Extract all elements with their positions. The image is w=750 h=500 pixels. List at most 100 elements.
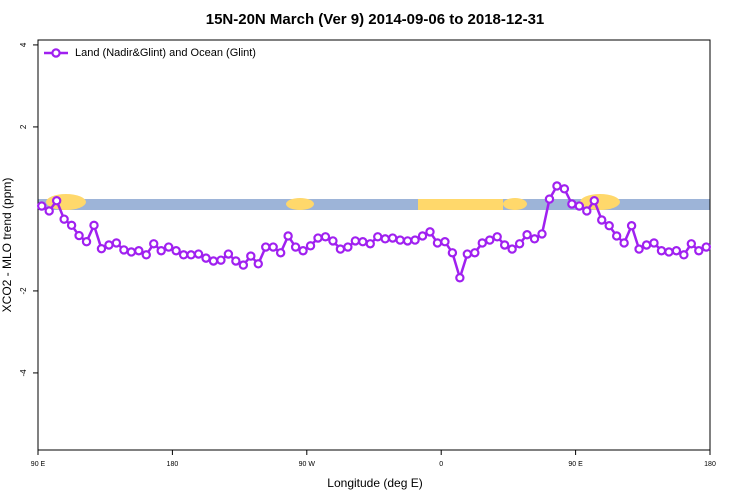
point — [141, 250, 151, 260]
point — [514, 239, 525, 249]
point — [492, 232, 502, 242]
point — [544, 194, 555, 204]
point — [671, 246, 682, 256]
point — [410, 235, 420, 245]
point — [186, 250, 196, 260]
point — [425, 227, 435, 237]
point — [231, 256, 241, 266]
ocean-band — [38, 199, 710, 210]
x-tick-label: 0 — [439, 461, 443, 468]
point — [335, 244, 346, 254]
y-tick-label: -2 — [19, 287, 28, 295]
point — [664, 247, 674, 257]
point — [261, 242, 271, 252]
land-patch — [418, 199, 503, 210]
point — [507, 244, 517, 254]
point — [104, 240, 114, 250]
map-band — [38, 194, 710, 210]
y-tick-label: 4 — [19, 42, 28, 47]
point — [74, 230, 84, 241]
point — [694, 246, 704, 256]
point — [373, 232, 383, 242]
point — [208, 256, 219, 266]
point — [402, 236, 413, 246]
point — [701, 242, 711, 252]
point — [171, 246, 181, 256]
point — [440, 237, 450, 247]
point — [283, 231, 293, 241]
point — [582, 206, 592, 216]
point — [96, 243, 107, 254]
legend-label: Land (Nadir&Glint) and Ocean (Glint) — [75, 47, 256, 59]
point — [216, 255, 226, 265]
x-tick-label: 90 E — [568, 461, 583, 468]
point — [223, 249, 234, 259]
point — [552, 181, 562, 191]
point — [350, 236, 361, 246]
point — [365, 239, 375, 249]
point — [59, 214, 69, 224]
y-axis-label: XCO2 - MLO trend (ppm) — [0, 178, 14, 313]
point — [447, 248, 458, 258]
point — [193, 249, 204, 259]
point — [253, 259, 263, 269]
point — [66, 220, 77, 231]
point — [44, 206, 54, 216]
point — [246, 251, 256, 261]
point — [313, 233, 323, 243]
point — [634, 244, 644, 254]
point — [178, 250, 189, 260]
point — [611, 231, 622, 241]
point — [574, 201, 585, 211]
point — [305, 241, 316, 251]
x-tick-label: 180 — [167, 461, 179, 468]
point — [126, 247, 137, 257]
point — [455, 273, 465, 283]
point — [485, 235, 495, 245]
point — [119, 245, 129, 255]
point — [641, 240, 652, 250]
x-tick-label: 90 E — [31, 461, 46, 468]
point — [417, 231, 428, 241]
y-tick-label: 2 — [19, 124, 28, 129]
point — [320, 232, 331, 242]
point — [686, 239, 697, 249]
point — [89, 220, 99, 231]
point — [51, 196, 62, 206]
point — [604, 221, 614, 231]
point — [567, 199, 577, 209]
point — [238, 260, 249, 270]
land-patch — [286, 198, 314, 210]
x-axis-label: Longitude (deg E) — [327, 476, 422, 490]
point — [529, 234, 540, 244]
point — [163, 242, 174, 252]
point — [343, 242, 353, 252]
point — [201, 253, 211, 263]
point — [477, 238, 487, 248]
point — [290, 242, 301, 252]
point — [626, 221, 637, 231]
point — [499, 240, 510, 250]
point — [37, 201, 47, 211]
point — [81, 237, 92, 247]
point — [395, 235, 405, 245]
point — [268, 242, 278, 252]
legend-marker — [51, 48, 61, 58]
point — [432, 238, 443, 248]
point — [522, 230, 532, 240]
point — [597, 215, 607, 225]
x-tick-label: 180 — [704, 461, 716, 468]
y-tick-label: -4 — [19, 369, 28, 377]
point — [380, 234, 390, 244]
point — [358, 237, 368, 247]
point — [156, 246, 166, 256]
point — [275, 248, 286, 258]
point — [111, 238, 122, 248]
point — [537, 229, 547, 239]
point — [649, 238, 659, 248]
x-tick-label: 90 W — [299, 461, 316, 468]
point — [589, 196, 599, 206]
point — [559, 184, 570, 194]
land-patch — [503, 198, 527, 210]
